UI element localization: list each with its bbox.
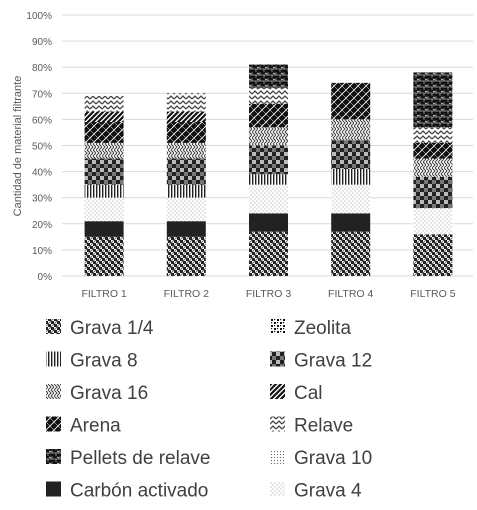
bar-segment xyxy=(413,234,453,276)
legend-label: Carbón activado xyxy=(70,481,208,502)
y-tick-label: 80% xyxy=(32,63,52,74)
legend-entry: Grava 12 xyxy=(270,351,372,372)
legend-entry: Grava 4 xyxy=(270,481,362,502)
x-tick-label: FILTRO 2 xyxy=(164,288,209,300)
y-tick-label: 0% xyxy=(38,272,53,283)
legend-entry: Grava 8 xyxy=(46,351,138,372)
legend-entry: Relave xyxy=(270,416,353,437)
bar-segment xyxy=(249,174,288,185)
bar-segment xyxy=(84,142,124,159)
bar-segment xyxy=(84,95,124,112)
bar-segment xyxy=(249,184,288,214)
y-axis-label: Cantidad de material filtrante xyxy=(12,76,24,217)
legend-swatch xyxy=(270,319,285,334)
x-tick-label: FILTRO 4 xyxy=(328,288,373,300)
legend-label: Zeolita xyxy=(294,318,351,339)
bar-segment xyxy=(331,231,371,276)
bar-segment xyxy=(413,158,453,177)
bar-segment xyxy=(249,231,288,276)
bar-segment xyxy=(166,93,206,112)
legend-entry: Grava 16 xyxy=(46,383,148,404)
legend-label: Relave xyxy=(294,416,353,437)
legend-entry: Carbón activado xyxy=(46,481,208,502)
y-tick-label: 100% xyxy=(26,11,52,22)
bar-segment xyxy=(166,142,206,159)
bar-segment xyxy=(84,158,124,185)
bar-segment xyxy=(166,221,206,237)
legend-swatch xyxy=(270,384,285,399)
bar-segment xyxy=(249,145,288,175)
legend-entry: Grava 1/4 xyxy=(46,318,154,339)
bar-segment xyxy=(84,197,124,222)
bar-segment xyxy=(413,176,453,209)
legend-entry: Zeolita xyxy=(270,318,351,339)
bar-segment xyxy=(84,122,124,143)
legend-swatch xyxy=(270,416,285,432)
bar-segment xyxy=(331,184,371,214)
legend-entry: Pellets de relave xyxy=(46,448,210,469)
bar-segment xyxy=(166,122,206,143)
x-tick-label: FILTRO 3 xyxy=(246,288,291,300)
bar-segment xyxy=(84,221,124,237)
legend-label: Grava 8 xyxy=(70,351,138,372)
legend: Grava 1/4 Zeolita Grava 8 Grava 12 Grava 16 C… xyxy=(46,318,372,502)
legend-label: Grava 12 xyxy=(294,351,372,372)
legend-label: Arena xyxy=(70,416,121,437)
y-tick-labels: 0% 10% 20% 30% 40% 50% 60% 70% 80% 90% 100% xyxy=(26,11,52,283)
legend-label: Grava 16 xyxy=(70,383,148,404)
legend-label: Grava 1/4 xyxy=(70,318,154,339)
bar-segment xyxy=(166,184,206,198)
bar-segment xyxy=(166,197,206,222)
y-tick-label: 60% xyxy=(32,115,52,126)
legend-entry: Arena xyxy=(46,416,121,437)
y-tick-label: 90% xyxy=(32,37,52,48)
y-tick-label: 40% xyxy=(32,168,52,179)
y-tick-label: 20% xyxy=(32,220,52,231)
bar-segment xyxy=(249,213,288,232)
legend-label: Grava 4 xyxy=(294,481,362,502)
legend-entry: Cal xyxy=(270,383,323,404)
legend-swatch xyxy=(46,449,61,464)
bar-segment xyxy=(249,103,288,128)
legend-label: Cal xyxy=(294,383,323,404)
bar-segment xyxy=(331,82,371,120)
legend-swatch xyxy=(46,319,61,334)
legend-swatch xyxy=(46,481,61,497)
legend-swatch xyxy=(270,481,285,497)
x-tick-label: FILTRO 1 xyxy=(81,288,126,300)
legend-entry: Grava 10 xyxy=(270,448,372,469)
y-tick-label: 70% xyxy=(32,89,52,100)
bar-segment xyxy=(331,168,371,185)
bar-segment xyxy=(413,142,453,159)
y-tick-label: 10% xyxy=(32,246,52,257)
bar-segment xyxy=(413,72,453,128)
bar-segment xyxy=(84,184,124,198)
bar-segment xyxy=(84,236,124,276)
bar-segment xyxy=(249,64,288,89)
legend-swatch xyxy=(46,351,61,367)
bar-segment xyxy=(249,127,288,146)
bar-segment xyxy=(166,111,206,123)
legend-swatch xyxy=(270,449,285,464)
bar-segment xyxy=(331,140,371,169)
y-tick-label: 50% xyxy=(32,142,52,153)
legend-label: Pellets de relave xyxy=(70,448,210,469)
bar-segment xyxy=(331,119,371,141)
bars xyxy=(84,64,453,276)
bar-segment xyxy=(331,213,371,232)
bar-segment xyxy=(413,208,453,235)
y-tick-label: 30% xyxy=(32,194,52,205)
x-tick-label: FILTRO 5 xyxy=(410,288,455,300)
bar-segment xyxy=(413,127,453,143)
legend-swatch xyxy=(270,351,285,367)
bar-segment xyxy=(166,236,206,276)
bar-segment xyxy=(166,158,206,185)
bar-segment xyxy=(249,88,288,104)
legend-swatch xyxy=(46,384,61,399)
legend-label: Grava 10 xyxy=(294,448,372,469)
bar-segment xyxy=(84,111,124,123)
x-tick-labels: FILTRO 1 FILTRO 2 FILTRO 3 FILTRO 4 FILTRO 5 xyxy=(81,288,455,300)
legend-swatch xyxy=(46,416,61,432)
